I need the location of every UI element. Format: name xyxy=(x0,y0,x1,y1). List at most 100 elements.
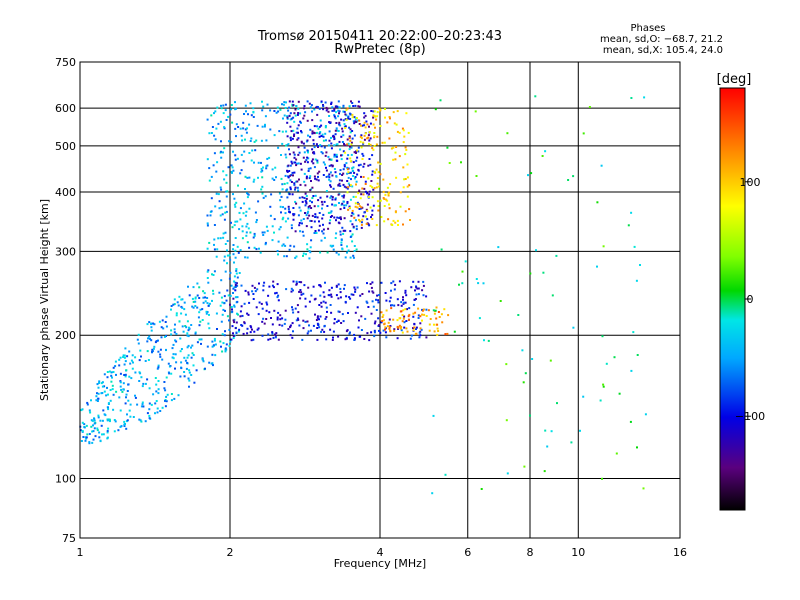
echo-point xyxy=(375,168,378,171)
echo-point xyxy=(358,123,361,125)
echo-point xyxy=(320,151,323,153)
echo-point xyxy=(230,170,233,173)
echo-point xyxy=(461,270,464,273)
echo-point xyxy=(330,136,332,139)
echo-point xyxy=(106,419,109,422)
echo-point xyxy=(259,251,262,254)
echo-point xyxy=(172,357,175,360)
echo-point xyxy=(329,180,332,183)
echo-point xyxy=(201,308,204,311)
echo-point xyxy=(322,105,325,108)
echo-point xyxy=(295,255,298,258)
echo-point xyxy=(250,159,253,162)
echo-point xyxy=(328,176,331,179)
echo-point xyxy=(353,286,356,289)
echo-point xyxy=(269,205,272,208)
echo-point xyxy=(330,293,333,296)
echo-point xyxy=(321,217,324,220)
echo-point xyxy=(224,211,227,214)
echo-point xyxy=(371,196,374,199)
echo-point xyxy=(302,292,305,295)
echo-point xyxy=(349,145,351,148)
echo-point xyxy=(110,374,113,377)
echo-point xyxy=(392,146,395,149)
echo-point xyxy=(238,211,241,214)
echo-point xyxy=(374,320,377,323)
echo-point xyxy=(354,202,357,205)
echo-point xyxy=(355,248,358,251)
echo-point xyxy=(256,124,259,127)
echo-point xyxy=(395,176,398,179)
echo-point xyxy=(220,104,222,107)
echo-point xyxy=(307,170,310,172)
echo-point xyxy=(388,327,391,330)
echo-point xyxy=(636,354,639,356)
echo-point xyxy=(344,300,347,303)
echo-point xyxy=(230,164,233,167)
echo-point xyxy=(223,127,226,130)
echo-point xyxy=(228,328,231,331)
echo-point xyxy=(237,126,240,128)
echo-point xyxy=(365,120,368,123)
echo-point xyxy=(134,394,136,397)
echo-point xyxy=(148,335,151,338)
echo-point xyxy=(316,327,319,329)
colorbar-label: [deg] xyxy=(717,72,752,87)
echo-point xyxy=(293,245,296,248)
echo-point xyxy=(86,403,89,406)
echo-point xyxy=(351,167,354,170)
echo-point xyxy=(390,147,393,150)
echo-point xyxy=(174,353,177,356)
echo-point xyxy=(125,369,128,372)
echo-point xyxy=(355,183,357,186)
echo-point xyxy=(428,323,431,326)
echo-point xyxy=(331,196,334,199)
echo-point xyxy=(118,364,121,367)
echo-point xyxy=(139,372,142,375)
echo-point xyxy=(106,430,109,432)
echo-point xyxy=(286,236,289,239)
echo-point xyxy=(347,186,350,189)
echo-point xyxy=(352,256,355,259)
echo-point xyxy=(361,293,364,295)
echo-point xyxy=(246,332,249,335)
echo-point xyxy=(397,304,400,307)
echo-point xyxy=(146,323,149,326)
echo-point xyxy=(384,108,386,110)
echo-point xyxy=(355,117,358,119)
echo-point xyxy=(235,331,238,334)
echo-point xyxy=(373,145,376,147)
echo-point xyxy=(308,177,311,180)
echo-point xyxy=(348,172,351,174)
echo-point xyxy=(115,373,117,376)
echo-point xyxy=(371,213,374,216)
echo-point xyxy=(257,176,259,179)
echo-point xyxy=(343,185,346,188)
echo-point xyxy=(274,292,277,295)
echo-point xyxy=(289,118,292,121)
echo-point xyxy=(175,361,178,364)
echo-point xyxy=(393,304,396,307)
echo-point xyxy=(154,402,157,405)
echo-point xyxy=(292,280,295,283)
echo-point xyxy=(293,156,296,159)
echo-point xyxy=(359,163,362,166)
echo-point xyxy=(330,142,333,145)
echo-point xyxy=(247,293,250,296)
echo-point xyxy=(605,362,608,365)
echo-point xyxy=(380,321,383,324)
echo-point xyxy=(322,223,324,226)
echo-point xyxy=(230,284,233,287)
echo-point xyxy=(342,183,345,186)
echo-point xyxy=(363,116,366,119)
echo-point xyxy=(506,472,509,475)
echo-point xyxy=(362,176,365,178)
echo-point xyxy=(363,211,366,214)
echo-point xyxy=(330,245,333,248)
echo-point xyxy=(110,371,113,374)
echo-point xyxy=(213,243,215,246)
echo-point xyxy=(393,329,396,332)
echo-point xyxy=(343,284,346,287)
echo-point xyxy=(150,403,153,406)
echo-point xyxy=(425,308,428,311)
